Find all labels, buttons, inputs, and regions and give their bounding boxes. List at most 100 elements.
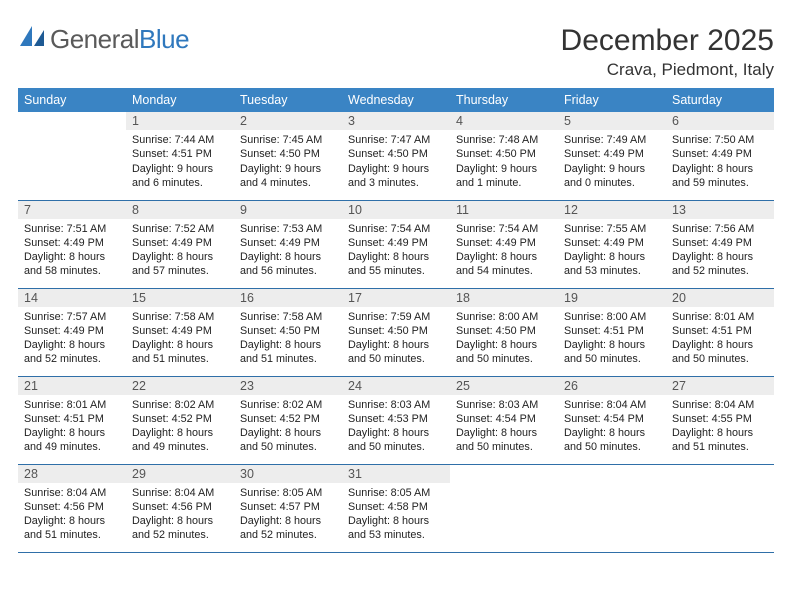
day-number: 8 xyxy=(126,201,234,219)
calendar-cell: 8Sunrise: 7:52 AMSunset: 4:49 PMDaylight… xyxy=(126,200,234,288)
calendar-body: 1Sunrise: 7:44 AMSunset: 4:51 PMDaylight… xyxy=(18,112,774,552)
calendar-cell: 31Sunrise: 8:05 AMSunset: 4:58 PMDayligh… xyxy=(342,464,450,552)
sunrise-text: Sunrise: 7:50 AM xyxy=(672,133,768,147)
day-body: Sunrise: 7:44 AMSunset: 4:51 PMDaylight:… xyxy=(126,130,234,194)
daylight-text: Daylight: 8 hours and 52 minutes. xyxy=(240,514,336,543)
sunrise-text: Sunrise: 8:00 AM xyxy=(456,310,552,324)
logo-sail-icon xyxy=(18,24,46,55)
day-number: 26 xyxy=(558,377,666,395)
calendar-row: 28Sunrise: 8:04 AMSunset: 4:56 PMDayligh… xyxy=(18,464,774,552)
day-number: 4 xyxy=(450,112,558,130)
day-body: Sunrise: 8:04 AMSunset: 4:56 PMDaylight:… xyxy=(18,483,126,547)
daylight-text: Daylight: 8 hours and 54 minutes. xyxy=(456,250,552,279)
day-number xyxy=(18,112,126,130)
day-number xyxy=(558,465,666,483)
daylight-text: Daylight: 8 hours and 49 minutes. xyxy=(24,426,120,455)
calendar-cell: 22Sunrise: 8:02 AMSunset: 4:52 PMDayligh… xyxy=(126,376,234,464)
sunset-text: Sunset: 4:50 PM xyxy=(240,147,336,161)
calendar-cell: 11Sunrise: 7:54 AMSunset: 4:49 PMDayligh… xyxy=(450,200,558,288)
day-number: 15 xyxy=(126,289,234,307)
sunrise-text: Sunrise: 8:02 AM xyxy=(132,398,228,412)
calendar-cell: 20Sunrise: 8:01 AMSunset: 4:51 PMDayligh… xyxy=(666,288,774,376)
calendar-cell: 29Sunrise: 8:04 AMSunset: 4:56 PMDayligh… xyxy=(126,464,234,552)
calendar-cell xyxy=(558,464,666,552)
sunset-text: Sunset: 4:52 PM xyxy=(240,412,336,426)
sunrise-text: Sunrise: 7:55 AM xyxy=(564,222,660,236)
calendar-cell: 24Sunrise: 8:03 AMSunset: 4:53 PMDayligh… xyxy=(342,376,450,464)
daylight-text: Daylight: 8 hours and 51 minutes. xyxy=(132,338,228,367)
calendar-cell: 21Sunrise: 8:01 AMSunset: 4:51 PMDayligh… xyxy=(18,376,126,464)
calendar-cell xyxy=(450,464,558,552)
daylight-text: Daylight: 8 hours and 53 minutes. xyxy=(348,514,444,543)
location: Crava, Piedmont, Italy xyxy=(561,60,774,80)
calendar-cell: 27Sunrise: 8:04 AMSunset: 4:55 PMDayligh… xyxy=(666,376,774,464)
day-body: Sunrise: 7:47 AMSunset: 4:50 PMDaylight:… xyxy=(342,130,450,194)
daylight-text: Daylight: 8 hours and 57 minutes. xyxy=(132,250,228,279)
calendar-row: 14Sunrise: 7:57 AMSunset: 4:49 PMDayligh… xyxy=(18,288,774,376)
calendar-cell: 5Sunrise: 7:49 AMSunset: 4:49 PMDaylight… xyxy=(558,112,666,200)
daylight-text: Daylight: 8 hours and 50 minutes. xyxy=(564,426,660,455)
calendar-cell: 9Sunrise: 7:53 AMSunset: 4:49 PMDaylight… xyxy=(234,200,342,288)
sunrise-text: Sunrise: 7:54 AM xyxy=(456,222,552,236)
daylight-text: Daylight: 9 hours and 1 minute. xyxy=(456,162,552,191)
day-number: 21 xyxy=(18,377,126,395)
sunrise-text: Sunrise: 8:02 AM xyxy=(240,398,336,412)
calendar-cell: 3Sunrise: 7:47 AMSunset: 4:50 PMDaylight… xyxy=(342,112,450,200)
weekday-header: Wednesday xyxy=(342,88,450,112)
daylight-text: Daylight: 8 hours and 52 minutes. xyxy=(24,338,120,367)
calendar-cell: 30Sunrise: 8:05 AMSunset: 4:57 PMDayligh… xyxy=(234,464,342,552)
calendar-row: 21Sunrise: 8:01 AMSunset: 4:51 PMDayligh… xyxy=(18,376,774,464)
sunrise-text: Sunrise: 7:44 AM xyxy=(132,133,228,147)
sunset-text: Sunset: 4:54 PM xyxy=(456,412,552,426)
calendar-cell: 15Sunrise: 7:58 AMSunset: 4:49 PMDayligh… xyxy=(126,288,234,376)
calendar-table: Sunday Monday Tuesday Wednesday Thursday… xyxy=(18,88,774,553)
weekday-header: Sunday xyxy=(18,88,126,112)
day-number xyxy=(450,465,558,483)
sunset-text: Sunset: 4:50 PM xyxy=(456,147,552,161)
day-number: 2 xyxy=(234,112,342,130)
day-body: Sunrise: 7:55 AMSunset: 4:49 PMDaylight:… xyxy=(558,219,666,283)
daylight-text: Daylight: 8 hours and 51 minutes. xyxy=(672,426,768,455)
weekday-header: Friday xyxy=(558,88,666,112)
sunset-text: Sunset: 4:49 PM xyxy=(456,236,552,250)
daylight-text: Daylight: 8 hours and 50 minutes. xyxy=(240,426,336,455)
calendar-cell xyxy=(18,112,126,200)
day-body: Sunrise: 7:48 AMSunset: 4:50 PMDaylight:… xyxy=(450,130,558,194)
daylight-text: Daylight: 8 hours and 52 minutes. xyxy=(672,250,768,279)
calendar-cell: 14Sunrise: 7:57 AMSunset: 4:49 PMDayligh… xyxy=(18,288,126,376)
sunrise-text: Sunrise: 7:54 AM xyxy=(348,222,444,236)
logo-text-1: General xyxy=(50,24,139,54)
daylight-text: Daylight: 9 hours and 0 minutes. xyxy=(564,162,660,191)
sunset-text: Sunset: 4:49 PM xyxy=(24,236,120,250)
sunset-text: Sunset: 4:56 PM xyxy=(24,500,120,514)
day-body: Sunrise: 8:05 AMSunset: 4:58 PMDaylight:… xyxy=(342,483,450,547)
calendar-row: 1Sunrise: 7:44 AMSunset: 4:51 PMDaylight… xyxy=(18,112,774,200)
sunset-text: Sunset: 4:57 PM xyxy=(240,500,336,514)
calendar-cell xyxy=(666,464,774,552)
weekday-header: Monday xyxy=(126,88,234,112)
calendar-cell: 19Sunrise: 8:00 AMSunset: 4:51 PMDayligh… xyxy=(558,288,666,376)
sunset-text: Sunset: 4:50 PM xyxy=(348,147,444,161)
day-number xyxy=(666,465,774,483)
day-body: Sunrise: 7:59 AMSunset: 4:50 PMDaylight:… xyxy=(342,307,450,371)
day-number: 31 xyxy=(342,465,450,483)
day-number: 25 xyxy=(450,377,558,395)
daylight-text: Daylight: 9 hours and 3 minutes. xyxy=(348,162,444,191)
calendar-cell: 10Sunrise: 7:54 AMSunset: 4:49 PMDayligh… xyxy=(342,200,450,288)
sunrise-text: Sunrise: 8:04 AM xyxy=(672,398,768,412)
daylight-text: Daylight: 8 hours and 53 minutes. xyxy=(564,250,660,279)
calendar-cell: 4Sunrise: 7:48 AMSunset: 4:50 PMDaylight… xyxy=(450,112,558,200)
day-number: 19 xyxy=(558,289,666,307)
calendar-cell: 16Sunrise: 7:58 AMSunset: 4:50 PMDayligh… xyxy=(234,288,342,376)
day-number: 18 xyxy=(450,289,558,307)
top-bar: GeneralBlue December 2025 Crava, Piedmon… xyxy=(18,24,774,80)
day-body: Sunrise: 8:02 AMSunset: 4:52 PMDaylight:… xyxy=(126,395,234,459)
sunrise-text: Sunrise: 7:57 AM xyxy=(24,310,120,324)
day-number: 22 xyxy=(126,377,234,395)
sunset-text: Sunset: 4:49 PM xyxy=(348,236,444,250)
day-body: Sunrise: 7:49 AMSunset: 4:49 PMDaylight:… xyxy=(558,130,666,194)
sunset-text: Sunset: 4:51 PM xyxy=(564,324,660,338)
daylight-text: Daylight: 8 hours and 50 minutes. xyxy=(348,338,444,367)
day-body: Sunrise: 8:02 AMSunset: 4:52 PMDaylight:… xyxy=(234,395,342,459)
day-number: 10 xyxy=(342,201,450,219)
